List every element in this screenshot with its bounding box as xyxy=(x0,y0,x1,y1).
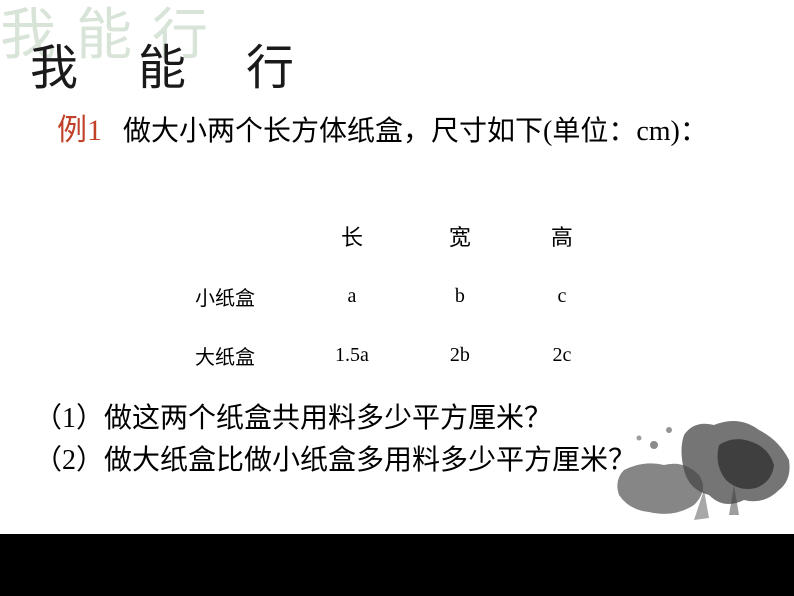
bottom-bar xyxy=(0,534,794,596)
intro-text-content: 做大小两个长方体纸盒，尺寸如下(单位：cm)： xyxy=(123,116,708,147)
question-1: （1）做这两个纸盒共用料多少平方厘米？ xyxy=(34,398,636,440)
cell-small-height: c xyxy=(511,267,613,326)
title-main-text: 我 能 行 xyxy=(30,28,318,98)
intro-text xyxy=(109,116,123,147)
table-header-width: 宽 xyxy=(409,205,511,267)
table-header-height: 高 xyxy=(511,205,613,267)
questions-block: （1）做这两个纸盒共用料多少平方厘米？ （2）做大纸盒比做小纸盒多用料多少平方厘… xyxy=(34,398,636,482)
table-row: 大纸盒 1.5a 2b 2c xyxy=(155,326,613,385)
question-2: （2）做大纸盒比做小纸盒多用料多少平方厘米？ xyxy=(34,440,636,482)
problem-intro: 例1 做大小两个长方体纸盒，尺寸如下(单位：cm)： xyxy=(57,105,757,156)
dimensions-table: 长 宽 高 小纸盒 a b c 大纸盒 1.5a 2b 2c xyxy=(155,205,613,385)
cell-large-box-label: 大纸盒 xyxy=(155,326,295,385)
cell-large-height: 2c xyxy=(511,326,613,385)
cell-small-width: b xyxy=(409,267,511,326)
table-header-length: 长 xyxy=(295,205,409,267)
cell-large-length: 1.5a xyxy=(295,326,409,385)
cell-large-width: 2b xyxy=(409,326,511,385)
example-label: 例1 xyxy=(57,114,102,147)
table-header-row: 长 宽 高 xyxy=(155,205,613,267)
table-header-blank xyxy=(155,205,295,267)
table-row: 小纸盒 a b c xyxy=(155,267,613,326)
cell-small-box-label: 小纸盒 xyxy=(155,267,295,326)
cell-small-length: a xyxy=(295,267,409,326)
